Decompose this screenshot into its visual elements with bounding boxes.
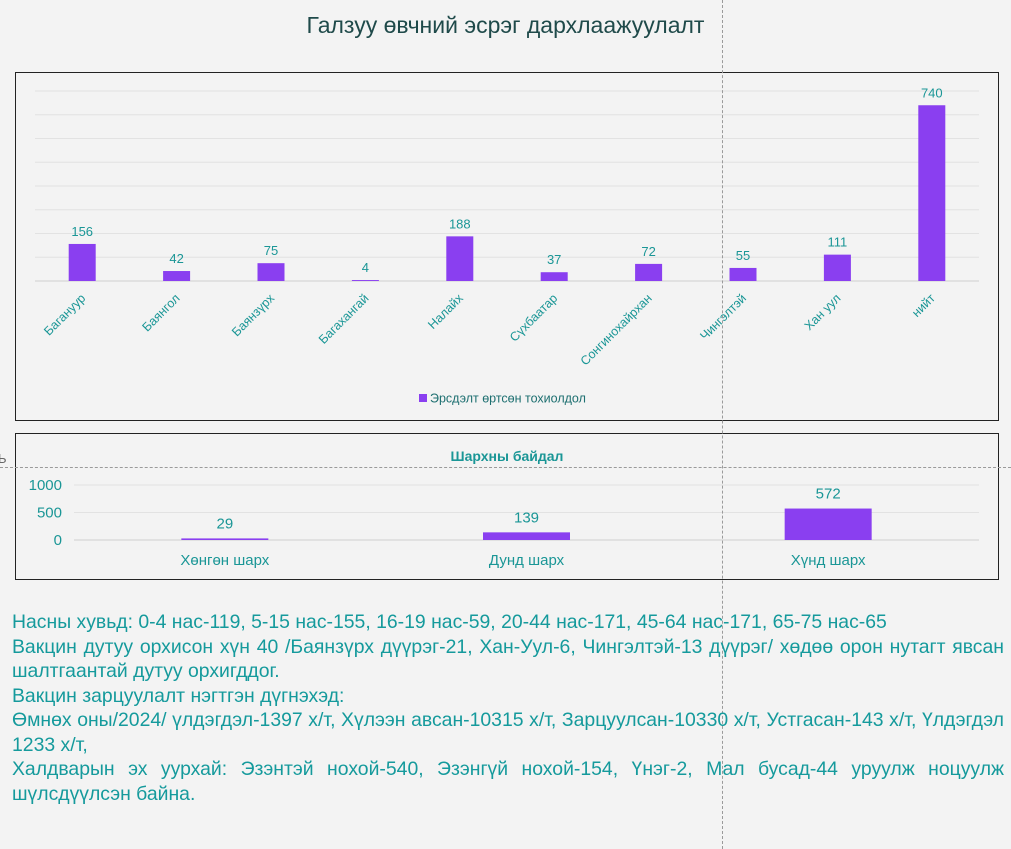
bar-9 xyxy=(823,254,851,281)
x-tick-label-1: Багануур xyxy=(41,291,88,338)
legend-swatch xyxy=(419,394,427,402)
data-label-7: 72 xyxy=(641,244,655,259)
x-tick-label-9: Хан уул xyxy=(802,291,844,333)
data-label-1: 29 xyxy=(216,515,233,532)
bar-7 xyxy=(635,263,663,281)
x-tick-label-1: Хөнгөн шарх xyxy=(180,552,269,569)
wound-chart: Шархны байдал 1000 500 0 29 Хөнгөн шарх 139 Дун… xyxy=(15,433,999,580)
note-vaccine-balance: Өмнөх оны/2024/ үлдэгдэл-1397 х/т, Хүлээ… xyxy=(12,709,1004,756)
bar-10 xyxy=(918,105,946,281)
x-tick-label-3: Хүнд шарх xyxy=(791,552,866,569)
x-tick-label-6: Сүхбаатар xyxy=(507,291,560,344)
bar-3 xyxy=(257,263,285,281)
note-incomplete-vaccination: Вакцин дутуу орхисон хүн 40 /Баянзүрх дү… xyxy=(12,635,1004,683)
data-label-6: 37 xyxy=(547,252,561,267)
x-tick-label-10: нийт xyxy=(909,291,938,320)
x-tick-label-2: Баянгол xyxy=(140,291,183,334)
bar-2 xyxy=(163,271,191,281)
data-label-5: 188 xyxy=(449,216,471,231)
data-label-10: 740 xyxy=(921,85,943,100)
guide-mark: Ь xyxy=(0,451,7,466)
bar-1 xyxy=(68,243,96,281)
bar-2 xyxy=(483,532,570,540)
data-label-3: 75 xyxy=(264,243,278,258)
y-tick-label-2: 500 xyxy=(37,505,62,522)
note-vaccine-usage-heading: Вакцин зарцуулалт нэгтгэн дүгнэхэд: xyxy=(12,684,345,707)
y-tick-label-3: 0 xyxy=(54,532,62,549)
bar-4 xyxy=(351,280,379,281)
x-tick-label-3: Баянзүрх xyxy=(229,291,278,340)
data-label-3: 572 xyxy=(816,486,841,503)
bar-6 xyxy=(540,272,568,281)
data-label-1: 156 xyxy=(71,224,93,239)
bar-8 xyxy=(729,267,757,281)
note-age-groups: Насны хувьд: 0-4 нас-119, 5-15 нас-155, … xyxy=(12,611,887,633)
y-tick-label-1: 1000 xyxy=(29,477,62,494)
x-tick-label-8: Чингэлтэй xyxy=(697,291,749,343)
legend: Эрсдэлт өртсөн тохиолдол xyxy=(419,392,586,406)
exposure-chart-svg: 156 Багануур 42 Баянгол 75 Баянзүрх 4 Багаханга… xyxy=(35,85,979,406)
data-label-4: 4 xyxy=(362,260,369,275)
note-infection-source: Халдварын эх уурхай: Эзэнтэй нохой-540, … xyxy=(12,758,1004,805)
bar-3 xyxy=(784,508,872,540)
x-tick-label-7: Сонгинохайрхан xyxy=(578,291,655,368)
slide-title: Галзуу өвчний эсрэг дархлаажуулалт xyxy=(306,12,705,38)
data-label-2: 139 xyxy=(514,509,539,526)
data-label-8: 55 xyxy=(736,248,750,263)
notes-block: Насны хувьд: 0-4 нас-119, 5-15 нас-155, … xyxy=(12,610,1004,806)
bar-5 xyxy=(446,236,474,281)
exposure-chart: 156 Багануур 42 Баянгол 75 Баянзүрх 4 Багаханга… xyxy=(15,72,999,421)
data-label-2: 42 xyxy=(169,251,183,266)
chart-title: Шархны байдал xyxy=(451,448,564,464)
data-label-9: 111 xyxy=(828,235,848,250)
legend-label: Эрсдэлт өртсөн тохиолдол xyxy=(430,392,586,406)
wound-chart-svg: Шархны байдал 1000 500 0 29 Хөнгөн шарх 139 Дун… xyxy=(29,448,979,569)
x-tick-label-4: Багахангай xyxy=(316,291,372,347)
bar-1 xyxy=(181,538,269,540)
x-tick-label-5: Налайх xyxy=(425,291,466,332)
x-tick-label-2: Дунд шарх xyxy=(489,552,565,569)
